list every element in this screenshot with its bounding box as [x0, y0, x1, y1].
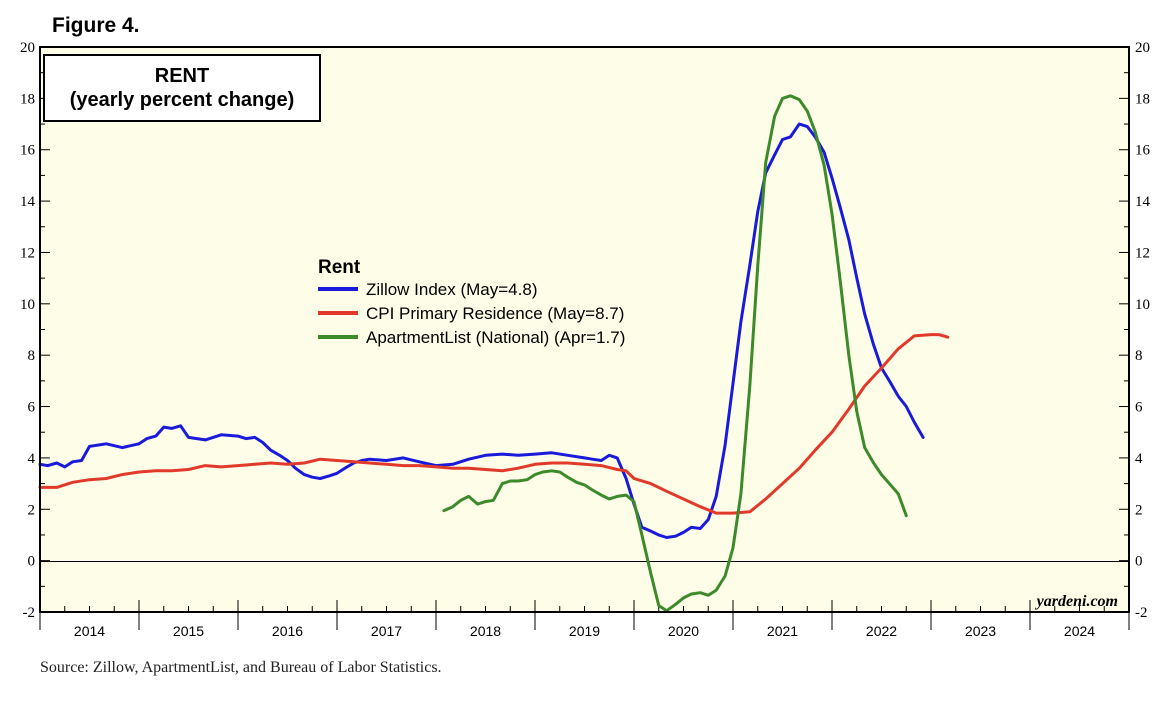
y-axis-left: -2 0 2 4 6 8 10 12 14 16 18 20 — [20, 40, 50, 621]
x-tick-label: 2016 — [272, 623, 303, 639]
y-tick-label-left: 20 — [20, 40, 35, 56]
title-box: RENT (yearly percent change) — [43, 54, 321, 122]
y-tick-label-right: 18 — [1135, 91, 1150, 107]
x-tick-label: 2020 — [668, 623, 699, 639]
y-tick-label-right: 16 — [1135, 143, 1151, 159]
x-tick-label: 2019 — [569, 623, 600, 639]
legend: Rent Zillow Index (May=4.8) CPI Primary R… — [318, 257, 625, 347]
y-tick-label-right: 6 — [1135, 400, 1143, 416]
chart-title-line1: RENT — [155, 65, 209, 87]
y-tick-label-left: 14 — [20, 194, 36, 210]
plot-frame — [39, 46, 1130, 613]
y-tick-label-left: 18 — [20, 91, 35, 107]
legend-label-1: Zillow Index (May=4.8) — [366, 280, 537, 299]
legend-label-3: ApartmentList (National) (Apr=1.7) — [366, 328, 625, 347]
x-tick-label: 2023 — [965, 623, 996, 639]
y-tick-label-left: -2 — [23, 605, 36, 621]
figure-title: Figure 4. — [52, 14, 140, 37]
x-tick-label: 2024 — [1064, 623, 1095, 639]
y-tick-label-left: 10 — [20, 297, 35, 313]
title-box-frame — [43, 54, 321, 122]
plot-background — [40, 47, 1129, 612]
y-tick-label-left: 6 — [28, 400, 36, 416]
legend-entries: Zillow Index (May=4.8) CPI Primary Reside… — [318, 280, 625, 347]
y-tick-label-left: 8 — [28, 348, 36, 364]
series-line-1 — [38, 122, 925, 539]
credit-label: yardeni.com — [1035, 593, 1118, 610]
y-tick-label-left: 16 — [20, 143, 36, 159]
y-tick-label-left: 0 — [28, 554, 36, 570]
legend-label-2: CPI Primary Residence (May=8.7) — [366, 304, 624, 323]
series-lines — [38, 94, 950, 613]
chart-title-line2: (yearly percent change) — [70, 89, 295, 111]
y-tick-label-right: 14 — [1135, 194, 1151, 210]
source-note: Source: Zillow, ApartmentList, and Burea… — [40, 659, 442, 676]
x-tick-label: 2022 — [866, 623, 897, 639]
y-tick-label-right: 8 — [1135, 348, 1143, 364]
y-tick-label-right: 12 — [1135, 245, 1150, 261]
legend-title: Rent — [318, 257, 361, 278]
series-line-2 — [38, 333, 950, 515]
x-tick-label: 2017 — [371, 623, 402, 639]
x-axis: 2014 2015 2016 2017 2018 2019 2020 2021 2022 2023… — [39, 600, 1130, 639]
y-tick-label-right: 20 — [1135, 40, 1150, 56]
series-line-3 — [442, 94, 908, 613]
x-tick-label: 2015 — [173, 623, 204, 639]
y-tick-label-right: 4 — [1135, 451, 1143, 467]
y-tick-label-right: -2 — [1135, 605, 1148, 621]
y-tick-label-left: 12 — [20, 245, 35, 261]
y-tick-label-right: 10 — [1135, 297, 1150, 313]
y-tick-label-left: 4 — [28, 451, 36, 467]
y-tick-label-left: 2 — [28, 502, 36, 518]
x-tick-label: 2018 — [470, 623, 501, 639]
x-tick-label: 2014 — [74, 623, 105, 639]
y-tick-label-right: 0 — [1135, 554, 1143, 570]
y-tick-label-right: 2 — [1135, 502, 1143, 518]
x-tick-label: 2021 — [767, 623, 798, 639]
y-axis-right: -2 0 2 4 6 8 10 12 14 16 18 20 — [1119, 40, 1151, 621]
